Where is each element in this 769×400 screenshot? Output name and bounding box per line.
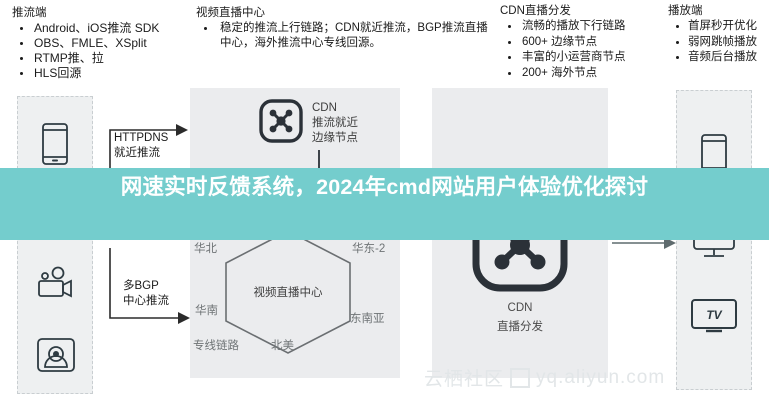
header-live-center-list: 稳定的推流上行链路；CDN就近推流，BGP推流直播中心，海外推流中心专线回源。 — [196, 21, 488, 51]
cdn-node-icon — [258, 98, 304, 149]
httpdns-connector — [109, 124, 188, 172]
list-item-label: RTMP推、拉 — [34, 51, 104, 65]
header-live-center: 视频直播中心 稳定的推流上行链路；CDN就近推流，BGP推流直播中心，海外推流中… — [196, 6, 488, 51]
list-item-label: HLS回源 — [34, 66, 82, 80]
header-cdn-distribution: CDN直播分发 流畅的播放下行链路 600+ 边缘节点 丰富的小运营商节点 20… — [500, 4, 626, 81]
header-push-side: 推流端 Android、iOS推流 SDK OBS、FMLE、XSplit RT… — [12, 6, 159, 81]
list-item-label: 丰富的小运营商节点 — [522, 51, 626, 63]
list-item: 200+ 海外节点 — [500, 66, 626, 82]
watermark-domain: yq.aliyun.com — [536, 366, 666, 388]
header-push-title: 推流端 — [12, 7, 47, 19]
bullet-icon — [204, 27, 207, 30]
list-item: 首屏秒开优化 — [668, 19, 757, 35]
watermark: 云栖社区 yq.aliyun.com — [424, 364, 665, 391]
bullet-icon — [676, 25, 679, 28]
httpdns-label-line2: 就近推流 — [114, 147, 160, 159]
list-item-label: 流畅的播放下行链路 — [522, 20, 626, 32]
cdn-distribution-line2: 直播分发 — [497, 321, 543, 333]
list-item: 音频后台播放 — [668, 50, 757, 66]
watermark-cn: 云栖社区 — [424, 369, 505, 390]
phone-icon — [40, 122, 70, 166]
hexagon-center-label: 视频直播中心 — [253, 287, 323, 299]
list-item-label: 稳定的推流上行链路；CDN就近推流，BGP推流直播中心，海外推流中心专线回源。 — [220, 22, 488, 49]
header-cdn-title: CDN直播分发 — [500, 5, 571, 17]
region-label-beimei: 北美 — [271, 340, 294, 352]
bgp-label-line2: 中心推流 — [123, 295, 169, 307]
list-item-label: 首屏秒开优化 — [688, 20, 757, 32]
header-live-center-title: 视频直播中心 — [196, 7, 265, 19]
list-item: RTMP推、拉 — [12, 51, 159, 66]
header-play-title: 播放端 — [668, 5, 703, 17]
list-item-label: 200+ 海外节点 — [522, 66, 598, 79]
header-play-side: 播放端 首屏秒开优化 弱网跳帧播放 音频后台播放 — [668, 4, 757, 66]
bgp-connector — [109, 248, 190, 324]
cdn-edge-node-block: CDN 推流就近 边缘节点 — [258, 98, 358, 149]
region-label-huabei: 华北 — [194, 243, 217, 255]
bullet-icon — [508, 40, 511, 44]
cdn-edge-line3: 边缘节点 — [312, 132, 358, 144]
list-item-label: 600+ 边缘节点 — [522, 35, 598, 48]
list-item: Android、iOS推流 SDK — [12, 21, 159, 36]
bullet-icon — [676, 56, 679, 59]
watermark-logo-icon — [510, 367, 531, 388]
header-play-list: 首屏秒开优化 弱网跳帧播放 音频后台播放 — [668, 19, 757, 66]
live-center-hexagon: 视频直播中心 — [222, 228, 354, 356]
cdn-distribution-line1: CDN — [507, 302, 533, 314]
region-label-dongnanya: 东南亚 — [350, 313, 385, 325]
title-banner — [0, 168, 769, 240]
tv-label: TV — [706, 308, 722, 322]
bullet-icon — [20, 72, 23, 75]
httpdns-label-line1: HTTPDNS — [114, 132, 169, 144]
bullet-icon — [508, 25, 511, 28]
list-item: 弱网跳帧播放 — [668, 35, 757, 51]
list-item: 稳定的推流上行链路；CDN就近推流，BGP推流直播中心，海外推流中心专线回源。 — [196, 21, 488, 51]
list-item-label: 弱网跳帧播放 — [688, 35, 757, 48]
tv-icon: TV — [690, 298, 738, 336]
header-cdn-list: 流畅的播放下行链路 600+ 边缘节点 丰富的小运营商节点 200+ 海外节点 — [500, 19, 626, 81]
hexagon-shape — [225, 230, 351, 354]
bullet-icon — [508, 71, 511, 75]
video-camera-icon — [36, 266, 76, 300]
list-item-label: Android、iOS推流 SDK — [34, 21, 160, 35]
header-push-list: Android、iOS推流 SDK OBS、FMLE、XSplit RTMP推、… — [12, 21, 159, 81]
list-item-label: 音频后台播放 — [688, 51, 757, 63]
list-item: 丰富的小运营商节点 — [500, 50, 626, 66]
distribution-to-play-arrow — [612, 237, 676, 249]
page-title: 网速实时反馈系统，2024年cmd网站用户体验优化探讨 — [120, 175, 649, 199]
list-item: OBS、FMLE、XSplit — [12, 36, 159, 51]
list-item-label: OBS、FMLE、XSplit — [34, 36, 147, 50]
cdn-node-icon — [470, 198, 570, 296]
webcam-icon — [36, 336, 76, 376]
bullet-icon — [508, 56, 511, 59]
push-devices-panel — [17, 96, 93, 394]
list-item: 600+ 边缘节点 — [500, 35, 626, 51]
play-devices-panel — [676, 90, 752, 390]
cdn-edge-line2: 推流就近 — [312, 117, 358, 129]
bullet-icon — [20, 42, 23, 45]
bullet-icon — [20, 27, 23, 30]
cdn-edge-caption: CDN 推流就近 边缘节点 — [312, 101, 358, 146]
bullet-icon — [20, 57, 23, 60]
list-item: HLS回源 — [12, 66, 159, 81]
bullet-icon — [676, 40, 679, 44]
region-label-huadong-2: 华东-2 — [352, 243, 386, 255]
region-label-huanan: 华南 — [195, 305, 218, 317]
bgp-label-line1: 多BGP — [123, 280, 159, 292]
dedicated-link-label: 专线链路 — [193, 340, 239, 352]
list-item: 流畅的播放下行链路 — [500, 19, 626, 35]
cdn-edge-line1: CDN — [312, 102, 337, 114]
